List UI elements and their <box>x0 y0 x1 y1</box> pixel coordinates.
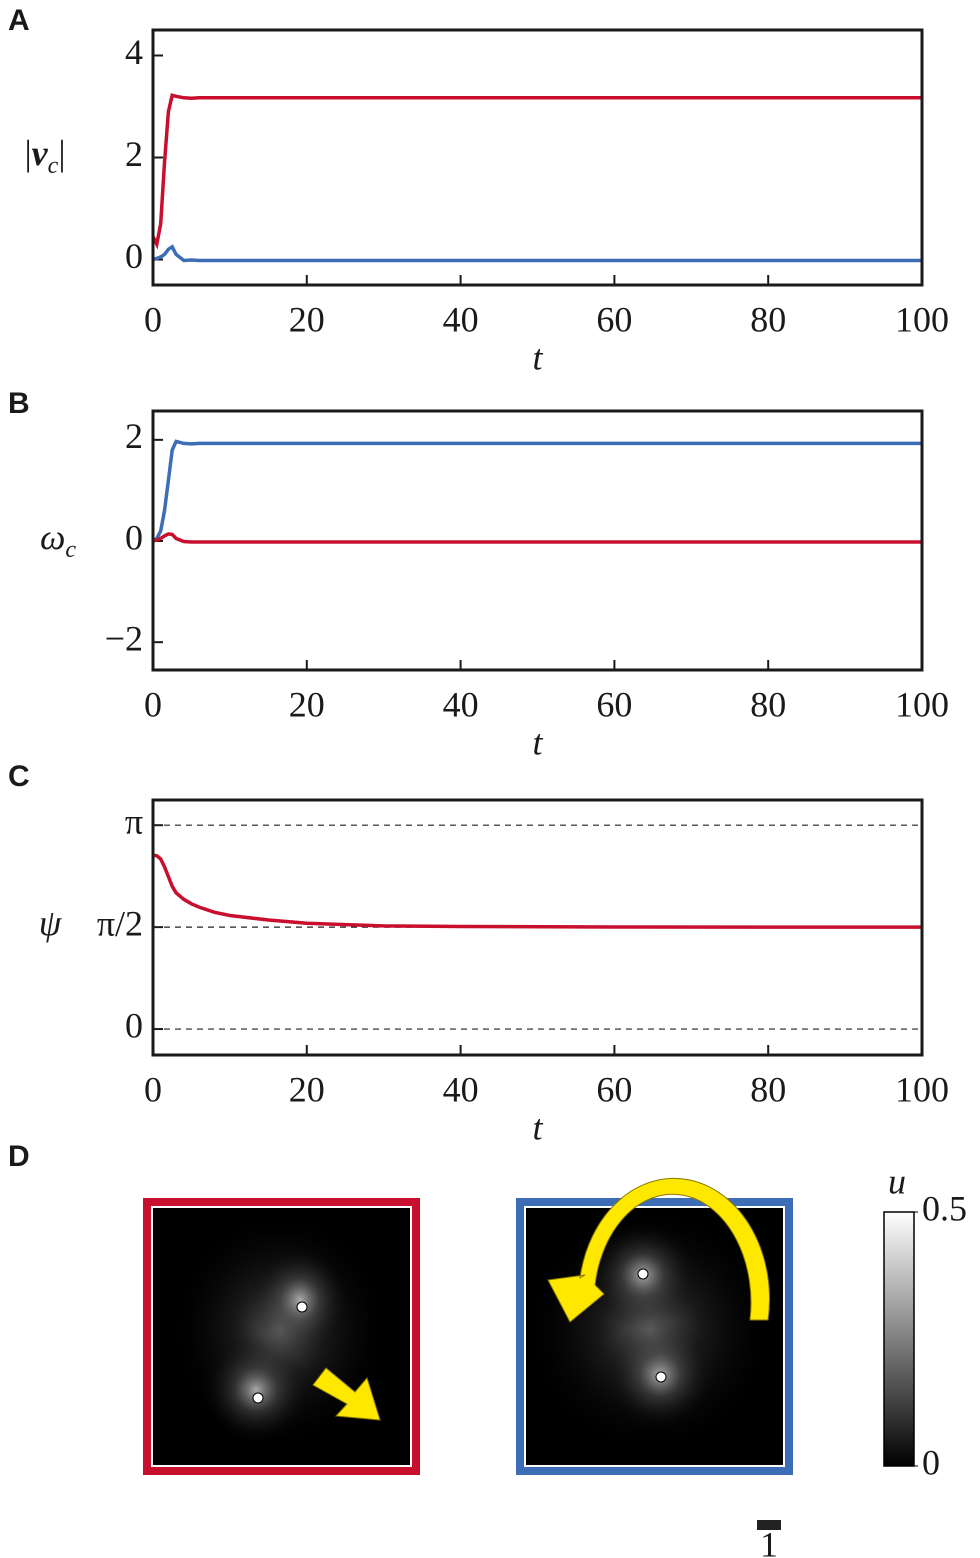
plot-frame <box>151 28 924 287</box>
x-tick-label: 60 <box>596 684 632 724</box>
y-axis-label: ωc <box>40 517 76 562</box>
y-label-part: v <box>32 133 49 173</box>
x-tick-label: 100 <box>895 684 949 724</box>
scale-bar-label: 1 <box>760 1524 778 1558</box>
colorbar <box>883 1211 915 1467</box>
x-tick-label: 40 <box>443 1069 479 1109</box>
x-tick-label: 20 <box>289 1069 325 1109</box>
x-axis-label: t <box>532 722 543 762</box>
x-tick-label: 80 <box>750 299 786 339</box>
y-tick-label: 2 <box>125 416 143 456</box>
colorbar-label: u <box>888 1161 906 1201</box>
y-tick-label: 0 <box>125 236 143 276</box>
x-tick-label: 40 <box>443 684 479 724</box>
colorbar-tick-label: 0 <box>922 1442 940 1482</box>
y-label-part: ψ <box>39 903 62 943</box>
plot-frame <box>151 798 924 1057</box>
y-tick-label: −2 <box>105 618 143 658</box>
x-axis-label: t <box>532 337 543 377</box>
y-axis-label: |vc| <box>24 133 65 178</box>
x-tick-label: 0 <box>144 1069 162 1109</box>
series-line <box>152 439 922 543</box>
y-label-part: | <box>24 133 31 173</box>
series-line <box>152 853 922 929</box>
snapshot-translating <box>143 1198 420 1475</box>
x-tick-label: 20 <box>289 299 325 339</box>
y-tick-label: 4 <box>125 32 143 72</box>
x-tick-label: 20 <box>289 684 325 724</box>
panel-label: C <box>8 760 30 793</box>
scale-bar <box>757 1520 781 1530</box>
snapshot-rotating <box>516 1177 793 1475</box>
x-axis-label: t <box>532 1107 543 1147</box>
x-tick-label: 80 <box>750 684 786 724</box>
y-label-part: ω <box>40 517 65 557</box>
plot-frame <box>151 409 924 672</box>
series-line <box>152 244 922 263</box>
x-tick-label: 60 <box>596 1069 632 1109</box>
y-tick-label: 2 <box>125 134 143 174</box>
x-tick-label: 0 <box>144 684 162 724</box>
x-tick-label: 100 <box>895 1069 949 1109</box>
series-line <box>151 93 922 250</box>
y-label-part: c <box>65 537 76 563</box>
x-tick-label: 40 <box>443 299 479 339</box>
panel-label: A <box>8 4 30 37</box>
y-label-part: c <box>48 153 59 179</box>
y-axis-label: ψ <box>39 903 62 943</box>
x-tick-label: 80 <box>750 1069 786 1109</box>
colorbar-tick-label: 0.5 <box>922 1188 967 1228</box>
series-line <box>152 532 922 544</box>
y-tick-label: π/2 <box>97 903 143 943</box>
x-tick-label: 0 <box>144 299 162 339</box>
y-tick-label: 0 <box>125 517 143 557</box>
panel-label: D <box>8 1140 30 1173</box>
y-label-part: | <box>58 133 65 173</box>
x-tick-label: 100 <box>895 299 949 339</box>
x-tick-label: 60 <box>596 299 632 339</box>
panel-label: B <box>8 387 30 420</box>
y-tick-label: 0 <box>125 1005 143 1045</box>
y-tick-label: π <box>125 801 143 841</box>
